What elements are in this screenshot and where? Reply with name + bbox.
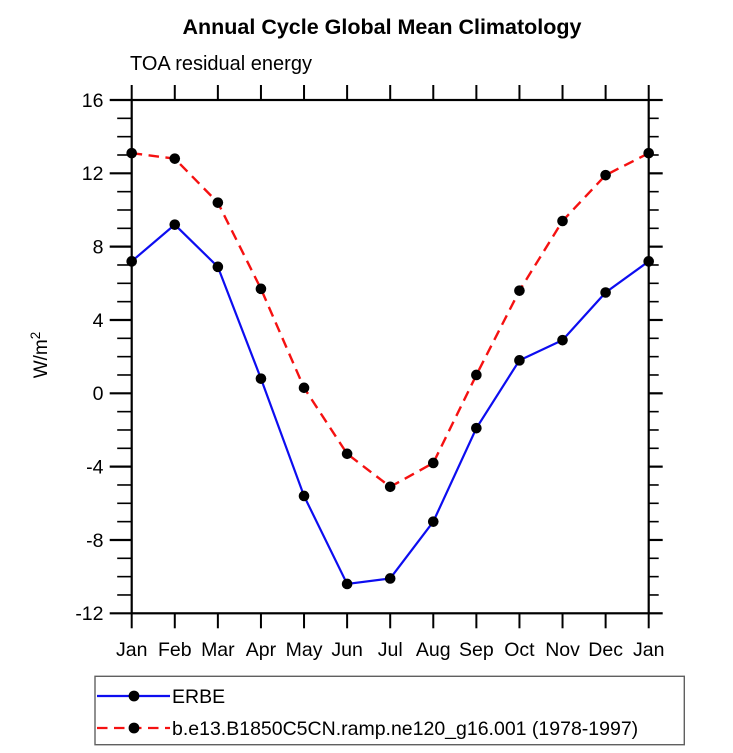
x-tick-label: Mar [201,639,235,661]
x-tick-label: Jan [116,639,147,661]
data-point-model [427,457,439,469]
x-tick-label: Dec [588,639,623,661]
data-point-erbe [255,373,267,384]
legend-marker-model-circle-icon [128,722,140,734]
chart-subtitle: TOA residual energy [130,53,312,75]
x-tick-label: May [286,639,323,661]
data-point-erbe [384,573,396,584]
y-axis-label-base: W/m [31,339,52,378]
legend-box [94,675,685,746]
legend-marker-erbe-circle-icon [128,690,140,702]
series-line-model [131,151,650,489]
x-tick-label: Nov [545,639,580,661]
data-point-erbe [212,261,224,273]
data-point-erbe [427,516,439,527]
data-point-model [212,197,224,208]
data-point-model [557,215,568,227]
legend-label-model: b.e13.B1850C5CN.ramp.ne120_g16.001 (1978… [172,718,638,740]
data-point-erbe [341,578,353,590]
data-point-model [471,369,482,381]
x-tick-label: Jun [331,639,362,661]
data-point-model [384,481,396,493]
data-point-model [169,153,181,164]
y-axis-label-exponent: 2 [28,332,43,340]
y-tick-label: 4 [93,310,104,332]
y-tick-label: 16 [82,90,104,112]
data-point-model [643,147,654,159]
plot-border [130,98,650,615]
data-point-erbe [600,287,611,298]
data-point-erbe [557,334,568,346]
data-point-model [255,283,267,295]
y-tick-label: -4 [86,456,103,478]
x-tick-label: Sep [459,639,494,661]
data-point-erbe [514,355,525,366]
series-line-erbe [130,223,650,586]
data-point-erbe [298,490,310,502]
chart-title: Annual Cycle Global Mean Climatology [182,15,581,39]
x-tick-label: Feb [158,639,192,661]
x-tick-label: Oct [504,639,535,661]
data-point-erbe [126,256,137,267]
x-tick-label: Apr [246,639,277,661]
y-tick-label: 12 [82,163,104,185]
y-tick-label: -12 [75,603,103,625]
data-point-erbe [169,219,181,230]
data-point-model [298,382,310,394]
data-point-erbe [471,422,482,434]
x-tick-label: Jan [633,639,664,661]
data-point-model [126,147,137,159]
legend: ERBE b.e13.B1850C5CN.ramp.ne120_g16.001 … [94,675,685,746]
plot-area: 16 12 8 4 0 -4 -8 -12 Jan Feb Mar Apr May Jun Jul Aug Se… [75,85,664,661]
data-point-erbe [643,256,654,267]
data-point-model [600,169,611,181]
legend-label-erbe: ERBE [172,686,225,708]
y-axis-label: W/m2 [28,332,52,379]
x-tick-label: Jul [378,639,403,661]
x-tick-label: Aug [416,639,451,661]
data-point-model [341,448,353,460]
y-tick-label: 0 [93,383,104,405]
data-point-model [514,285,525,296]
y-tick-label: 8 [93,236,104,258]
y-tick-label: -8 [86,530,103,552]
